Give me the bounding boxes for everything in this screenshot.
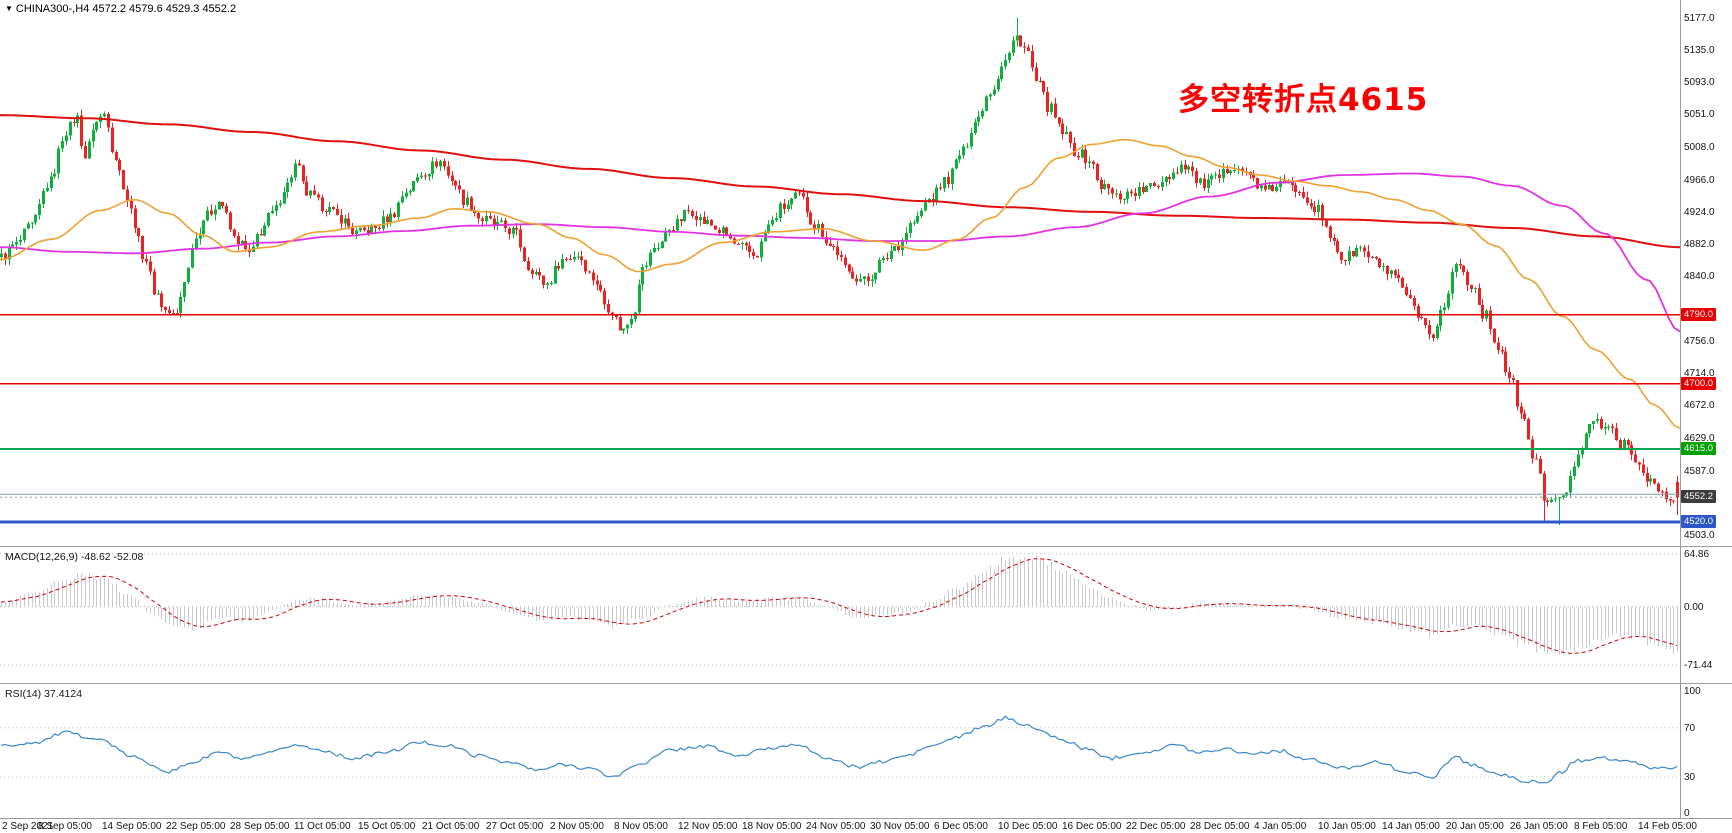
price-pane[interactable] [0, 0, 1680, 545]
price-badge: 4552.2 [1681, 490, 1717, 504]
macd-histogram [1, 555, 1678, 655]
time-axis-label: 14 Feb 05:00 [1638, 821, 1697, 832]
time-axis-label: 11 Oct 05:00 [294, 821, 351, 832]
price-axis-label: 4882.0 [1684, 239, 1715, 251]
time-axis-label: 8 Nov 05:00 [614, 821, 668, 832]
price-axis-label: 4840.0 [1684, 271, 1715, 283]
rsi-axis-label: 0 [1684, 808, 1690, 820]
time-axis-label: 14 Sep 05:00 [102, 821, 162, 832]
macd-axis-label: -71.44 [1684, 660, 1713, 672]
rsi-axis-label: 100 [1684, 686, 1701, 698]
pane-separator[interactable] [0, 546, 1732, 547]
rsi-axis-label: 30 [1684, 771, 1696, 783]
time-axis-label: 28 Sep 05:00 [230, 821, 290, 832]
time-axis-label: 18 Nov 05:00 [742, 821, 802, 832]
ma-line-fast-orange [0, 139, 1680, 430]
pane-separator[interactable] [0, 818, 1732, 819]
time-axis-label: 16 Dec 05:00 [1062, 821, 1122, 832]
candles [0, 17, 1679, 525]
price-badge: 4790.0 [1681, 307, 1717, 321]
axis-separator [1680, 0, 1681, 818]
price-axis-label: 4756.0 [1684, 335, 1715, 347]
time-axis-label: 20 Jan 05:00 [1446, 821, 1504, 832]
time-axis-label: 8 Sep 05:00 [38, 821, 92, 832]
time-axis-label: 2 Sep 2021 [2, 821, 54, 832]
time-axis-label: 22 Dec 05:00 [1126, 821, 1186, 832]
time-axis-label: 12 Nov 05:00 [678, 821, 738, 832]
time-axis-label: 2 Nov 05:00 [550, 821, 604, 832]
rsi-pane[interactable] [0, 685, 1680, 817]
annotation-text: 多空转折点4615 [1178, 82, 1429, 118]
time-axis-label: 10 Jan 05:00 [1318, 821, 1376, 832]
macd-pane[interactable] [0, 548, 1680, 682]
time-axis-label: 30 Nov 05:00 [870, 821, 930, 832]
time-axis-label: 4 Jan 05:00 [1254, 821, 1307, 832]
price-axis-label: 5135.0 [1684, 44, 1715, 56]
time-axis-label: 27 Oct 05:00 [486, 821, 544, 832]
time-axis-label: 8 Feb 05:00 [1574, 821, 1628, 832]
rsi-indicator-label: RSI(14) 37.4124 [5, 688, 83, 700]
price-badge: 4520.0 [1681, 514, 1717, 528]
time-axis-label: 22 Sep 05:00 [166, 821, 226, 832]
price-axis-label: 4629.0 [1684, 433, 1715, 445]
macd-indicator-label: MACD(12,26,9) -48.62 -52.08 [5, 551, 144, 563]
time-axis[interactable]: 2 Sep 2021 8 Sep 05:00 14 Sep 05:00 22 Sep … [0, 819, 1732, 833]
time-axis-label: 14 Jan 05:00 [1382, 821, 1440, 832]
symbol-ohlc-line: ▼ CHINA300-,H4 4572.2 4579.6 4529.3 4552.… [5, 3, 236, 15]
time-axis-label: 10 Dec 05:00 [998, 821, 1058, 832]
price-axis-label: 5008.0 [1684, 142, 1715, 154]
price-badge: 4700.0 [1681, 376, 1717, 390]
price-axis-label: 5177.0 [1684, 12, 1715, 24]
price-axis-label: 5093.0 [1684, 77, 1715, 89]
price-axis-label: 4924.0 [1684, 206, 1715, 218]
macd-axis-label: 0.00 [1684, 601, 1704, 613]
time-axis-label: 15 Oct 05:00 [358, 821, 416, 832]
time-axis-label: 26 Jan 05:00 [1510, 821, 1568, 832]
price-axis-label: 4587.0 [1684, 465, 1715, 477]
price-badge: 4615.0 [1681, 442, 1717, 456]
price-axis-label: 4966.0 [1684, 174, 1715, 186]
time-axis-label: 21 Oct 05:00 [422, 821, 480, 832]
price-axis-label: 4714.0 [1684, 368, 1715, 380]
price-axis-label: 4672.0 [1684, 400, 1715, 412]
price-axis-label: 4503.0 [1684, 530, 1715, 542]
pane-separator[interactable] [0, 683, 1732, 684]
rsi-axis-label: 70 [1684, 722, 1696, 734]
ma-line-mid-magenta [0, 172, 1680, 333]
time-axis-label: 24 Nov 05:00 [806, 821, 866, 832]
rsi-line [0, 715, 1678, 784]
time-axis-label: 6 Dec 05:00 [934, 821, 988, 832]
macd-signal-line [0, 558, 1678, 654]
price-axis-label: 5051.0 [1684, 109, 1715, 121]
ma-line-slow-red [0, 114, 1680, 249]
chart-marker-icon: ▼ [5, 4, 13, 13]
time-axis-label: 28 Dec 05:00 [1190, 821, 1250, 832]
symbol-ohlc-text: CHINA300-,H4 4572.2 4579.6 4529.3 4552.2 [15, 3, 237, 15]
macd-axis-label: 64.86 [1684, 548, 1710, 560]
